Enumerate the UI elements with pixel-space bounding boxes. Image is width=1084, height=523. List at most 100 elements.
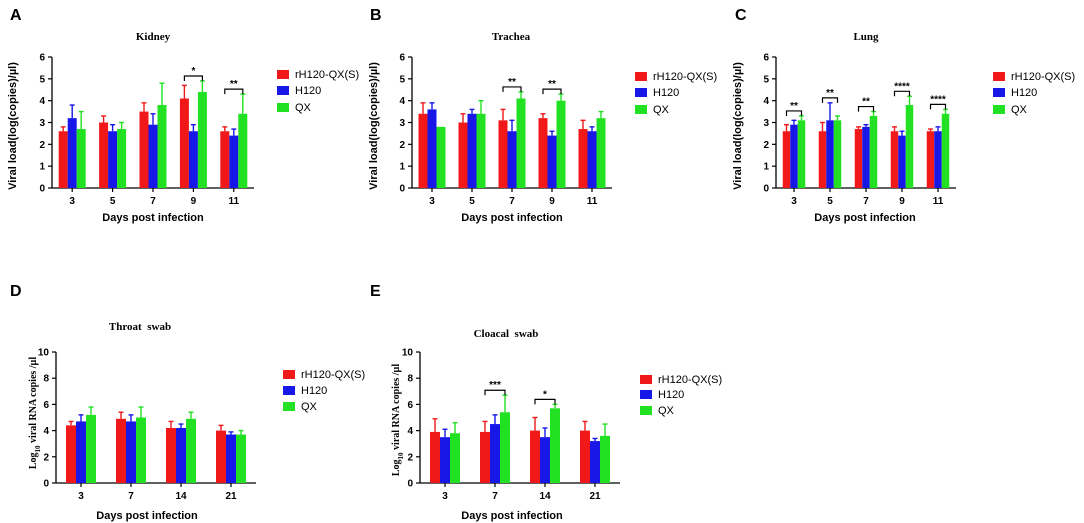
bar: [108, 131, 118, 188]
bar: [467, 113, 477, 188]
y-tick-label: 4: [399, 96, 405, 107]
plot-throat-swab: 0 2 4 6 8 10 3 7 14 21: [38, 348, 256, 502]
significance-bracket: [484, 389, 506, 396]
bar: [818, 131, 827, 188]
bar: [176, 427, 186, 483]
x-tick-label: 9: [549, 196, 555, 207]
x-tick-label: 3: [442, 491, 448, 502]
panel-lung: C Lung Days post infection Viral load(lo…: [732, 7, 1075, 224]
significance-bracket: [785, 110, 803, 116]
legend-swatch: [640, 406, 652, 415]
bar: [854, 129, 863, 188]
y-tick-label: 2: [407, 452, 413, 463]
y-tick-label: 6: [43, 400, 49, 411]
significance-label: **: [790, 101, 798, 112]
panel-throat-swab: D Throat swab Days post infection Log10 …: [10, 283, 365, 522]
bar: [458, 122, 468, 188]
legend-swatch: [993, 88, 1005, 97]
bar: [99, 122, 109, 188]
bar: [236, 434, 246, 483]
bar: [476, 113, 486, 188]
y-axis-label-cloacal-swab: Log10 viral RNA copies /µl: [391, 364, 405, 476]
y-axis-label-trachea: Viral load(log(copies)/µl): [368, 62, 380, 190]
bar: [782, 131, 791, 188]
bar: [229, 135, 239, 188]
x-tick-label: 11: [933, 196, 944, 207]
y-tick-label: 2: [43, 452, 49, 463]
bar: [547, 135, 557, 188]
y-tick-label: 10: [402, 348, 414, 359]
legend-swatch: [283, 386, 295, 395]
y-tick-label: 4: [43, 426, 49, 437]
y-tick-label: 5: [763, 74, 769, 85]
bar: [507, 131, 517, 188]
bar: [418, 113, 428, 188]
bar: [179, 98, 189, 188]
x-axis-label-cloacal-swab: Days post infection: [461, 510, 563, 522]
bar: [197, 91, 207, 188]
x-tick-label: 5: [827, 196, 833, 207]
x-tick-label: 3: [69, 196, 75, 207]
y-tick-label: 0: [43, 479, 49, 490]
bar: [540, 437, 550, 483]
bar: [157, 105, 167, 188]
y-tick-label: 6: [399, 53, 405, 64]
bar: [926, 131, 935, 188]
legend-label: QX: [301, 401, 318, 413]
bar: [550, 408, 560, 483]
bar: [905, 105, 914, 188]
bar: [941, 113, 950, 188]
panel-letter-b: B: [370, 7, 382, 24]
y-tick-label: 4: [407, 426, 413, 437]
x-axis-label-trachea: Days post infection: [461, 212, 563, 224]
legend-throat-swab: rH120-QX(S) H120 QX: [283, 369, 365, 413]
legend-swatch: [635, 88, 647, 97]
bar: [427, 109, 437, 188]
panel-kidney: A Kidney Days post infection Viral load(…: [7, 7, 359, 224]
bar: [58, 131, 68, 188]
significance-bracket: [929, 103, 947, 110]
bar: [790, 124, 798, 188]
x-tick-label: 14: [539, 491, 551, 502]
y-tick-label: 3: [763, 118, 769, 129]
legend-label: H120: [295, 85, 321, 97]
plot-trachea: 0 1 2 3 4 5 6 3 5 7 9 11 ** **: [399, 53, 612, 207]
x-axis-label-throat-swab: Days post infection: [96, 510, 198, 522]
y-axis-label-throat-swab: Log10 viral RNA copies /µl: [28, 357, 42, 469]
bar: [136, 417, 146, 483]
x-axis-label-lung: Days post infection: [814, 212, 916, 224]
legend-swatch: [640, 375, 652, 384]
legend-label: QX: [658, 405, 675, 417]
y-tick-label: 3: [39, 118, 45, 129]
x-tick-label: 3: [429, 196, 435, 207]
y-tick-label: 0: [399, 184, 405, 195]
bar: [148, 124, 158, 188]
x-tick-label: 11: [229, 196, 240, 207]
legend-swatch: [277, 70, 289, 79]
bar: [498, 120, 508, 188]
bar: [596, 118, 606, 188]
legend-swatch: [635, 72, 647, 81]
significance-bracket: [893, 90, 911, 97]
x-tick-label: 7: [509, 196, 515, 207]
legend-label: QX: [1011, 104, 1028, 116]
bar: [166, 427, 176, 483]
x-tick-label: 3: [791, 196, 797, 207]
significance-label: *: [191, 66, 195, 77]
significance-bracket: [183, 75, 203, 82]
y-tick-label: 2: [763, 140, 769, 151]
legend-label: rH120-QX(S): [653, 71, 717, 83]
panel-cloacal-swab: E Cloacal swab Days post infection Log10…: [370, 283, 722, 522]
bar: [188, 131, 198, 188]
y-tick-label: 0: [763, 184, 769, 195]
x-tick-label: 7: [150, 196, 156, 207]
chart-title-lung: Lung: [853, 31, 879, 43]
chart-title-kidney: Kidney: [136, 31, 171, 43]
bar: [220, 131, 230, 188]
panel-letter-c: C: [735, 7, 747, 24]
chart-title-cloacal-swab: Cloacal swab: [474, 328, 539, 340]
bar: [480, 431, 490, 483]
y-axis-label-lung: Viral load(log(copies)/µl): [732, 62, 744, 190]
